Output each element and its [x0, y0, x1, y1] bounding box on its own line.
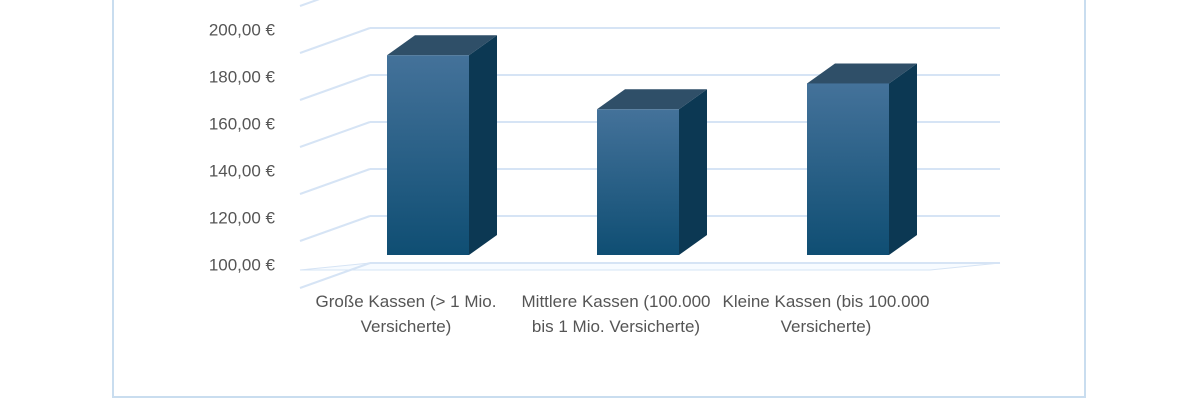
bar-top: [597, 89, 707, 110]
y-tick-label: 160,00 €: [209, 114, 276, 133]
bar-front: [807, 83, 889, 255]
y-tick-label: 140,00 €: [209, 161, 276, 180]
grid-line-side: [299, 168, 371, 195]
grid-line-side: [299, 0, 320, 7]
y-tick-label: 100,00 €: [209, 255, 276, 274]
bar-front: [387, 55, 469, 255]
bar-side: [469, 35, 497, 255]
chart-frame: [112, 0, 1086, 398]
grid-line-side: [299, 74, 371, 101]
floor: [299, 262, 1001, 271]
bar: [597, 89, 707, 255]
x-tick-label: Kleine Kassen (bis 100.000 Versicherte): [722, 292, 930, 336]
bar-side: [679, 89, 707, 255]
y-tick-label: 120,00 €: [209, 208, 276, 227]
y-tick-label: 200,00 €: [209, 20, 276, 39]
grid-line-side: [299, 215, 371, 242]
x-tick-label: Große Kassen (> 1 Mio. Versicherte): [315, 292, 497, 336]
y-tick-label: 180,00 €: [209, 67, 276, 86]
bar: [387, 35, 497, 255]
grid-line-side: [299, 262, 371, 289]
bar: [807, 63, 917, 256]
x-tick-label: Mittlere Kassen (100.000 bis 1 Mio. Vers…: [521, 292, 711, 336]
grid-line-side: [299, 121, 371, 148]
bar-top: [807, 63, 917, 84]
bar-side: [889, 63, 917, 256]
bar-front: [597, 109, 679, 255]
bar-top: [387, 35, 497, 56]
grid-line-side: [299, 27, 371, 54]
